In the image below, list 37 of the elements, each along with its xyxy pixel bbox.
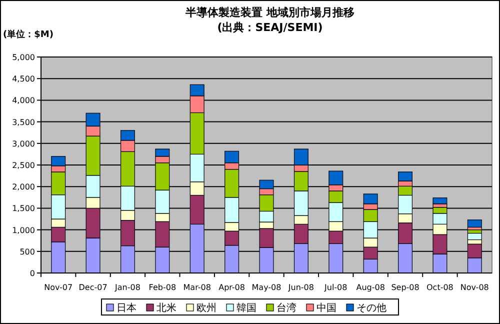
- chart-title: 半導体製造装置 地域別市場月推移: [184, 6, 354, 19]
- y-tick-label: 4,000: [12, 96, 35, 106]
- y-tick-label: 5,000: [12, 53, 35, 62]
- x-tick-label: Sep-08: [391, 283, 420, 292]
- legend-label: 欧州: [196, 302, 216, 314]
- y-tick-label: 3,000: [12, 139, 35, 148]
- y-tick-label: 0: [30, 269, 35, 278]
- bar: [467, 232, 482, 240]
- y-tick-label: 1,500: [12, 204, 35, 214]
- legend-label: 台湾: [276, 302, 296, 314]
- x-tick-label: Jun-08: [287, 283, 314, 292]
- x-tick-label: Nov-08: [460, 283, 489, 292]
- legend-label: 中国: [316, 302, 336, 314]
- x-tick-label: Feb-08: [148, 283, 176, 292]
- bar: [467, 220, 482, 228]
- y-tick-label: 2,000: [12, 182, 35, 192]
- x-tick-label: Apr-08: [218, 283, 246, 292]
- y-tick-label: 3,500: [12, 118, 35, 127]
- y-tick-label: 500: [20, 247, 35, 256]
- y-tick-label: 4,500: [12, 74, 35, 84]
- x-tick-label: Aug-08: [356, 283, 385, 292]
- bar: [432, 198, 448, 204]
- x-tick-label: Nov-07: [44, 283, 73, 292]
- x-tick-label: Jul-08: [324, 283, 348, 292]
- x-tick-label: Oct-08: [426, 283, 454, 292]
- x-tick-label: Jan-08: [114, 283, 140, 292]
- legend-label: 日本: [116, 302, 136, 314]
- legend-label: 韓国: [236, 302, 256, 314]
- x-tick-label: Dec-07: [78, 283, 108, 292]
- x-tick-label: Mar-08: [183, 283, 211, 292]
- y-tick-label: 1,000: [12, 226, 35, 235]
- chart-subtitle: (出典：SEAJ/SEMI): [217, 21, 323, 34]
- y-axis-title: (単位：$M): [3, 29, 54, 40]
- y-tick-label: 2,500: [12, 161, 35, 170]
- legend-label: その他: [356, 302, 386, 314]
- legend-label: 北米: [156, 302, 176, 314]
- x-tick-label: May-08: [252, 283, 282, 292]
